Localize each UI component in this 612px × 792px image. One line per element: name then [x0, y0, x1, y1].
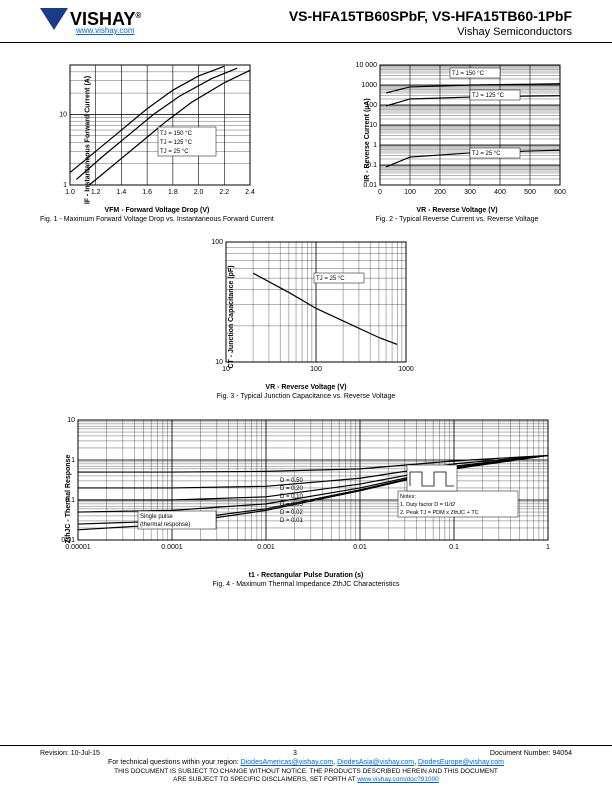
title-area: VS-HFA15TB60SPbF, VS-HFA15TB60-1PbF Vish…: [289, 8, 572, 38]
logo-area: VISHAY® www.vishay.com: [40, 8, 141, 35]
chart4-caption: Fig. 4 - Maximum Thermal Impedance ZthJC…: [40, 581, 572, 589]
svg-text:2.4: 2.4: [245, 189, 255, 196]
svg-text:TJ = 25 °C: TJ = 25 °C: [160, 149, 189, 155]
chart3-ylabel: CT - Junction Capacitance (pF): [228, 266, 235, 369]
svg-text:2.2: 2.2: [219, 189, 229, 196]
chart3-container: CT - Junction Capacitance (pF) 10 100 1000…: [196, 232, 416, 401]
email-americas-link[interactable]: DiodesAmericas@vishay.com: [241, 759, 334, 766]
svg-text:D = 0.10: D = 0.10: [280, 494, 304, 500]
chart2-xlabel: VR - Reverse Voltage (V): [342, 207, 572, 214]
svg-text:0.1: 0.1: [449, 544, 459, 551]
svg-text:10 000: 10 000: [356, 62, 378, 69]
svg-text:1: 1: [63, 182, 67, 189]
svg-text:10: 10: [59, 111, 67, 118]
disclaimer-link[interactable]: www.vishay.com/doc?91000: [357, 776, 439, 783]
chart3-xlabel: VR - Reverse Voltage (V): [196, 384, 416, 391]
chart1-svg: 1.0 1.2 1.4 1.6 1.8 2.0 2.2 2.4 1 10 TJ = 150 °C TJ…: [40, 55, 260, 205]
svg-text:0.01: 0.01: [363, 182, 377, 189]
chart1-ylabel: IF - Instantaneous Forward Current (A): [85, 76, 92, 204]
svg-text:1: 1: [546, 544, 550, 551]
svg-text:10: 10: [67, 417, 75, 424]
email-asia-link[interactable]: DiodesAsia@vishay.com: [337, 759, 414, 766]
svg-text:0: 0: [378, 189, 382, 196]
svg-text:TJ = 125 °C: TJ = 125 °C: [160, 140, 193, 146]
svg-text:300: 300: [464, 189, 476, 196]
svg-text:TJ = 150 °C: TJ = 150 °C: [452, 71, 485, 77]
svg-text:1.8: 1.8: [168, 189, 178, 196]
svg-text:600: 600: [554, 189, 566, 196]
revision-text: Revision: 10-Jul-15: [40, 750, 100, 757]
svg-text:400: 400: [494, 189, 506, 196]
email-europe-link[interactable]: DiodesEurope@vishay.com: [418, 759, 504, 766]
svg-text:0.001: 0.001: [257, 544, 275, 551]
svg-text:1.4: 1.4: [117, 189, 127, 196]
svg-text:(thermal response): (thermal response): [140, 522, 190, 528]
svg-text:0.00001: 0.00001: [65, 544, 90, 551]
svg-text:Single pulse: Single pulse: [140, 514, 173, 520]
chart4-svg: 0.000010.00010.0010.010.110.010.1110D = …: [40, 410, 560, 570]
svg-text:1.6: 1.6: [142, 189, 152, 196]
svg-text:1. Duty factor D = t1/t2: 1. Duty factor D = t1/t2: [400, 502, 455, 508]
svg-text:TJ = 25 °C: TJ = 25 °C: [316, 276, 345, 282]
chart1-container: IF - Instantaneous Forward Current (A) 1…: [40, 55, 274, 224]
svg-text:D = 0.20: D = 0.20: [280, 486, 304, 492]
svg-text:1000: 1000: [361, 82, 377, 89]
vishay-url-link[interactable]: www.vishay.com: [76, 26, 135, 35]
svg-text:1: 1: [373, 142, 377, 149]
chart2-caption: Fig. 2 - Typical Reverse Current vs. Rev…: [342, 216, 572, 224]
company-name: Vishay Semiconductors: [289, 26, 572, 38]
svg-text:D = 0.05: D = 0.05: [280, 502, 304, 508]
svg-text:100: 100: [211, 239, 223, 246]
svg-text:100: 100: [404, 189, 416, 196]
chart2-container: IR - Reverse Current (µA) 0 100 200 300 400 5…: [342, 55, 572, 224]
part-number: VS-HFA15TB60SPbF, VS-HFA15TB60-1PbF: [289, 8, 572, 24]
chart2-ylabel: IR - Reverse Current (µA): [364, 98, 371, 181]
svg-text:2.0: 2.0: [194, 189, 204, 196]
svg-text:1000: 1000: [398, 366, 414, 373]
svg-text:TJ = 150 °C: TJ = 150 °C: [160, 131, 193, 137]
svg-text:TJ = 125 °C: TJ = 125 °C: [472, 93, 505, 99]
svg-text:10: 10: [215, 359, 223, 366]
chart4-xlabel: t1 - Rectangular Pulse Duration (s): [40, 572, 572, 579]
svg-text:D = 0.50: D = 0.50: [280, 478, 304, 484]
svg-text:D = 0.01: D = 0.01: [280, 518, 304, 524]
chart4-container: ZthJC - Thermal Response 0.00001 0.0001 0.…: [40, 410, 572, 589]
svg-text:Notes:: Notes:: [400, 494, 416, 500]
chart1-xlabel: VFM - Forward Voltage Drop (V): [40, 207, 274, 214]
svg-text:D = 0.02: D = 0.02: [280, 510, 304, 516]
chart2-svg: 01002003004005006000.010.1110100100010 0…: [342, 55, 572, 205]
tech-contact-line: For technical questions within your regi…: [40, 759, 572, 766]
svg-text:0.0001: 0.0001: [161, 544, 183, 551]
chart4-ylabel: ZthJC - Thermal Response: [65, 455, 72, 544]
disclaimer-text: THIS DOCUMENT IS SUBJECT TO CHANGE WITHO…: [40, 768, 572, 784]
svg-text:500: 500: [524, 189, 536, 196]
chart1-caption: Fig. 1 - Maximum Forward Voltage Drop vs…: [40, 216, 274, 224]
page-header: VISHAY® www.vishay.com VS-HFA15TB60SPbF,…: [0, 0, 612, 43]
document-number: Document Number: 94054: [490, 750, 572, 757]
svg-text:1.2: 1.2: [91, 189, 101, 196]
logo-triangle-icon: [40, 8, 68, 30]
svg-text:1.0: 1.0: [65, 189, 75, 196]
content-area: IF - Instantaneous Forward Current (A) 1…: [0, 43, 612, 589]
svg-text:100: 100: [310, 366, 322, 373]
tech-q-text: For technical questions within your regi…: [108, 759, 241, 766]
svg-text:TJ = 25 °C: TJ = 25 °C: [472, 151, 501, 157]
svg-text:0.01: 0.01: [353, 544, 367, 551]
page-number: 3: [293, 750, 297, 757]
svg-text:200: 200: [434, 189, 446, 196]
chart3-caption: Fig. 3 - Typical Junction Capacitance vs…: [196, 393, 416, 401]
page-footer: Revision: 10-Jul-15 3 Document Number: 9…: [0, 745, 612, 784]
svg-text:2. Peak TJ = PDM x ZthJC + TC: 2. Peak TJ = PDM x ZthJC + TC: [400, 510, 479, 516]
